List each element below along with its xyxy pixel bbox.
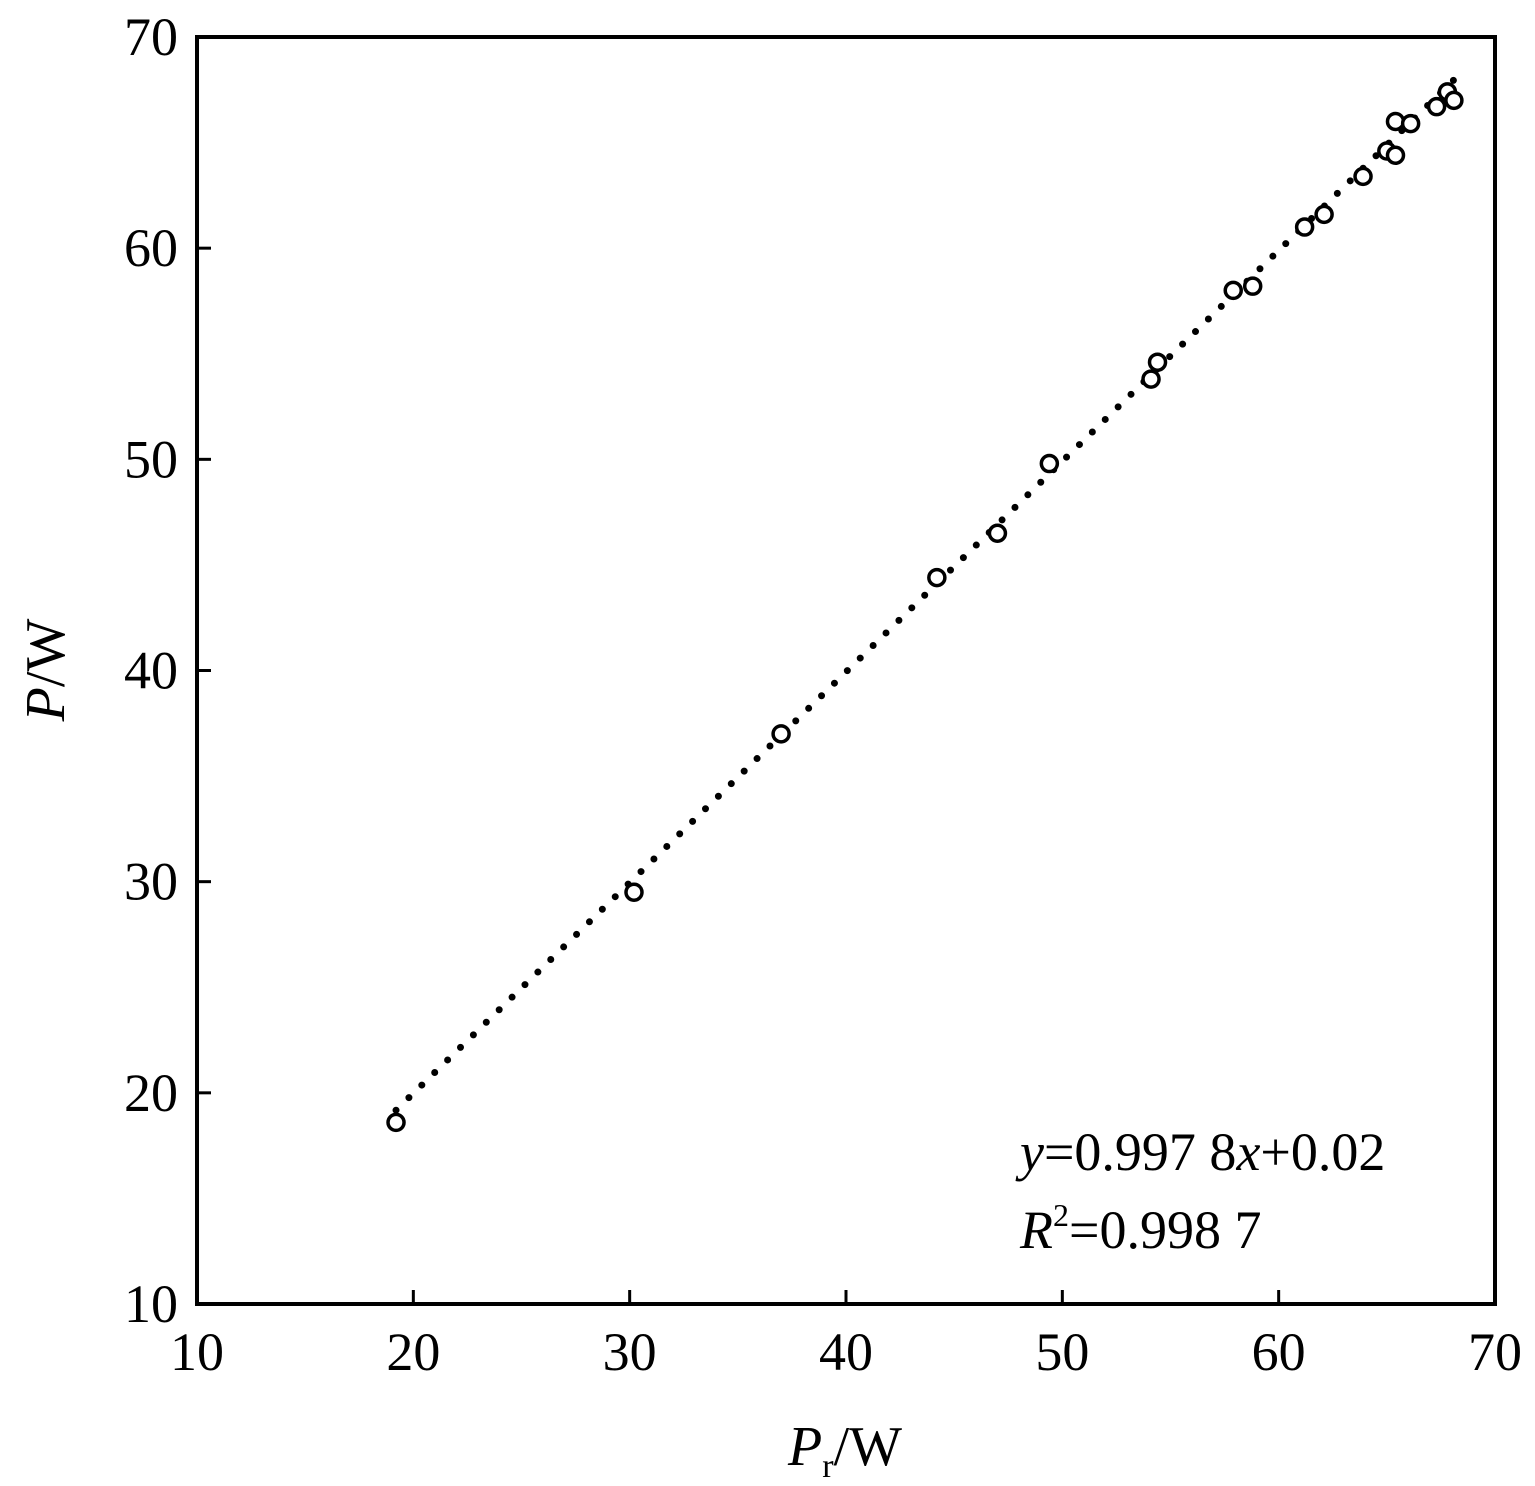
data-point <box>1147 352 1168 372</box>
y-tick-labels: 10 20 30 40 50 60 70 <box>124 7 178 1334</box>
y-axis-label-unit: /W <box>15 619 77 688</box>
data-points <box>386 82 1464 1133</box>
y-tick-label: 30 <box>124 852 178 912</box>
y-tick-label: 50 <box>124 429 178 489</box>
data-point <box>771 724 791 744</box>
data-point <box>1223 280 1243 301</box>
x-tick-label: 30 <box>603 1322 657 1382</box>
x-axis-label-main: P <box>787 1416 822 1478</box>
data-point <box>1444 90 1464 111</box>
y-tick-label: 70 <box>124 7 178 67</box>
x-tick-label: 60 <box>1252 1322 1306 1382</box>
x-axis-label-unit: /W <box>834 1416 903 1478</box>
r-squared: R2=0.998 7 <box>1019 1197 1261 1260</box>
data-point <box>1141 369 1161 389</box>
data-point <box>1385 111 1406 132</box>
y-tick-label: 60 <box>124 218 178 278</box>
data-point <box>987 523 1008 543</box>
y-axis-label-main: P <box>15 687 77 722</box>
x-axis-label: Pr/W <box>787 1416 902 1485</box>
ticks <box>197 246 1281 1304</box>
y-tick-label: 20 <box>124 1063 178 1123</box>
x-tick-labels: 10 20 30 40 50 60 70 <box>170 1322 1522 1382</box>
data-point <box>1400 113 1421 134</box>
fit-line <box>392 76 1458 1114</box>
data-point <box>624 882 644 902</box>
x-tick-label: 50 <box>1035 1322 1089 1382</box>
x-axis-label-sub: r <box>822 1448 834 1485</box>
data-point <box>1353 166 1373 187</box>
data-point <box>1294 217 1315 237</box>
data-point <box>1039 453 1060 474</box>
fit-line-path <box>392 76 1458 1114</box>
data-point <box>1242 276 1263 296</box>
x-tick-label: 20 <box>386 1322 440 1382</box>
x-tick-label: 10 <box>170 1322 224 1382</box>
data-point <box>927 567 947 588</box>
x-tick-label: 40 <box>819 1322 873 1382</box>
data-point <box>386 1112 406 1133</box>
data-point <box>1426 96 1447 117</box>
y-tick-label: 40 <box>124 641 178 701</box>
data-point <box>1385 145 1406 166</box>
x-tick-label: 70 <box>1468 1322 1522 1382</box>
y-axis-label: P/W <box>15 619 77 723</box>
fit-equation: y=0.997 8x+0.02 <box>1015 1122 1385 1182</box>
y-tick-label: 10 <box>124 1274 178 1334</box>
data-point <box>1314 204 1334 225</box>
